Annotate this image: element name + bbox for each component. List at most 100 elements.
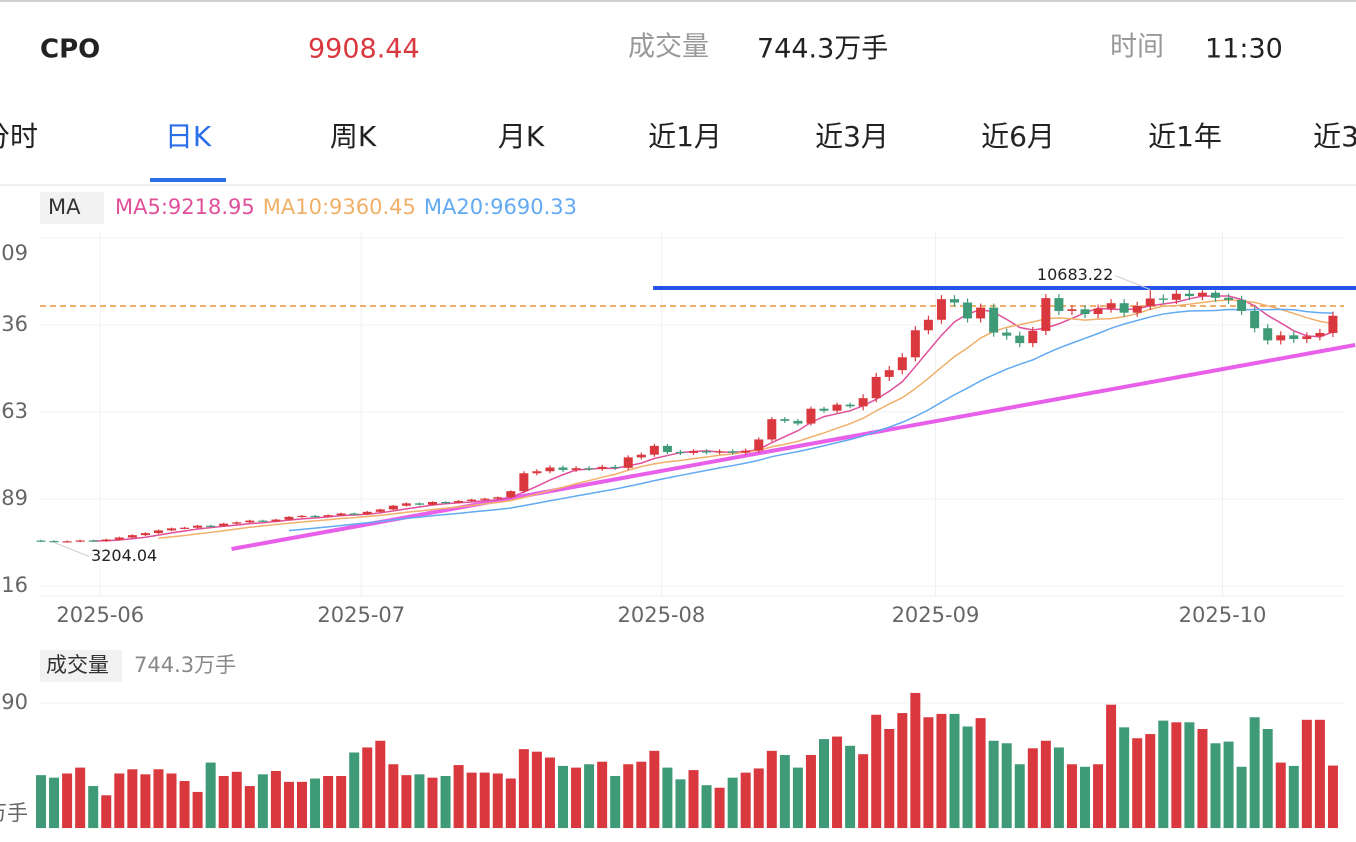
- candle-body: [584, 468, 594, 470]
- volume-bar: [936, 713, 947, 828]
- volume-bar: [571, 767, 582, 828]
- volume-bar: [75, 767, 86, 828]
- volume-bar: [205, 762, 216, 828]
- candle-body: [258, 520, 268, 522]
- volume-bar: [845, 745, 856, 828]
- volume-bar: [349, 752, 360, 828]
- candle-body: [414, 503, 424, 505]
- volume-bar: [127, 769, 138, 828]
- volume-bar: [88, 786, 99, 828]
- candle-body: [1328, 315, 1338, 333]
- price: 9908.44: [308, 34, 420, 65]
- tab[interactable]: 分时: [0, 120, 38, 153]
- volume-bar: [649, 750, 660, 828]
- candle-body: [858, 398, 868, 407]
- volume-bar: [257, 774, 268, 828]
- volume-bar: [988, 740, 999, 828]
- volume-bar: [401, 775, 412, 828]
- tab[interactable]: 近1月: [648, 120, 722, 153]
- volume-bar: [1027, 748, 1038, 828]
- tab[interactable]: 近1年: [1148, 120, 1222, 153]
- ma-line: [158, 299, 1334, 539]
- label-leader: [1115, 275, 1151, 291]
- volume-bar: [623, 764, 634, 828]
- candle-body: [127, 535, 137, 538]
- candle-body: [284, 516, 294, 520]
- volume-bar: [479, 772, 490, 828]
- tab-underline: [150, 178, 226, 182]
- volume-bar: [414, 774, 425, 828]
- volume-value: 744.3万手: [757, 34, 888, 65]
- volume-bar: [610, 775, 621, 828]
- candle-body: [636, 454, 646, 458]
- candle-body: [1289, 335, 1299, 340]
- tab[interactable]: 周K: [330, 120, 377, 153]
- candle-body: [467, 499, 477, 501]
- volume-bar: [871, 714, 882, 828]
- candle-body: [1067, 309, 1077, 311]
- volume-bar: [792, 767, 803, 828]
- volume-bar: [1288, 765, 1299, 828]
- legend-title: MA: [48, 195, 81, 219]
- volume-bar: [636, 761, 647, 828]
- candle-body: [950, 299, 959, 303]
- candle-body: [1211, 292, 1220, 298]
- volume-bar: [453, 765, 464, 828]
- candle-body: [806, 408, 816, 424]
- volume-bar: [884, 729, 895, 828]
- volume-bar: [375, 740, 386, 828]
- ma-line: [288, 308, 1333, 532]
- volume-bar: [1040, 740, 1051, 828]
- time-value: 11:30: [1205, 34, 1283, 65]
- volume-bar: [62, 773, 73, 828]
- tab[interactable]: 月K: [498, 120, 545, 153]
- volume-label: 成交量: [628, 32, 709, 63]
- volume-bar: [766, 750, 777, 828]
- tab[interactable]: 近6月: [981, 120, 1055, 153]
- volume-bar: [975, 718, 986, 828]
- volume-bar: [492, 773, 503, 828]
- candle-body: [871, 376, 881, 399]
- legend-bg: [40, 650, 122, 682]
- volume-bar: [166, 773, 177, 828]
- candle-body: [1302, 336, 1312, 340]
- volume-bar: [1014, 764, 1025, 828]
- volume-bar: [427, 777, 438, 828]
- tab[interactable]: 日K: [165, 120, 212, 153]
- volume-bar: [362, 747, 373, 828]
- candle-body: [153, 530, 163, 534]
- candle-body: [401, 503, 411, 506]
- volume-bar: [505, 778, 516, 828]
- candle-body: [715, 451, 725, 453]
- tab[interactable]: 近3年: [1313, 120, 1356, 153]
- candle-body: [819, 408, 829, 411]
- volume-bar: [805, 755, 816, 828]
- candle-body: [101, 539, 111, 541]
- candle-body: [1054, 298, 1064, 311]
- candle-body: [1041, 298, 1051, 331]
- candle-body: [1145, 298, 1155, 306]
- x-tick-label: 2025-07: [317, 603, 405, 627]
- volume-bar: [388, 764, 399, 828]
- volume-bar: [1262, 729, 1273, 828]
- candle-body: [1315, 332, 1325, 337]
- min-label: 3204.04: [91, 546, 157, 565]
- volume-bar: [283, 781, 294, 828]
- volume-bar: [1093, 764, 1104, 828]
- volume-bar: [114, 773, 125, 828]
- candle-body: [897, 357, 907, 371]
- candle-body: [1028, 330, 1038, 344]
- volume-bar: [558, 765, 568, 828]
- candle-body: [441, 502, 451, 504]
- volume-bar: [179, 781, 190, 828]
- tab[interactable]: 近3月: [815, 120, 889, 153]
- candle-body: [689, 451, 698, 453]
- volume-bar: [962, 726, 973, 828]
- volume-bar: [597, 761, 608, 828]
- volume-bar: [675, 779, 686, 828]
- volume-legend-value: 744.3万手: [134, 653, 236, 677]
- ma-line: [93, 295, 1334, 542]
- volume-bar: [440, 775, 451, 828]
- candle-body: [1237, 299, 1247, 311]
